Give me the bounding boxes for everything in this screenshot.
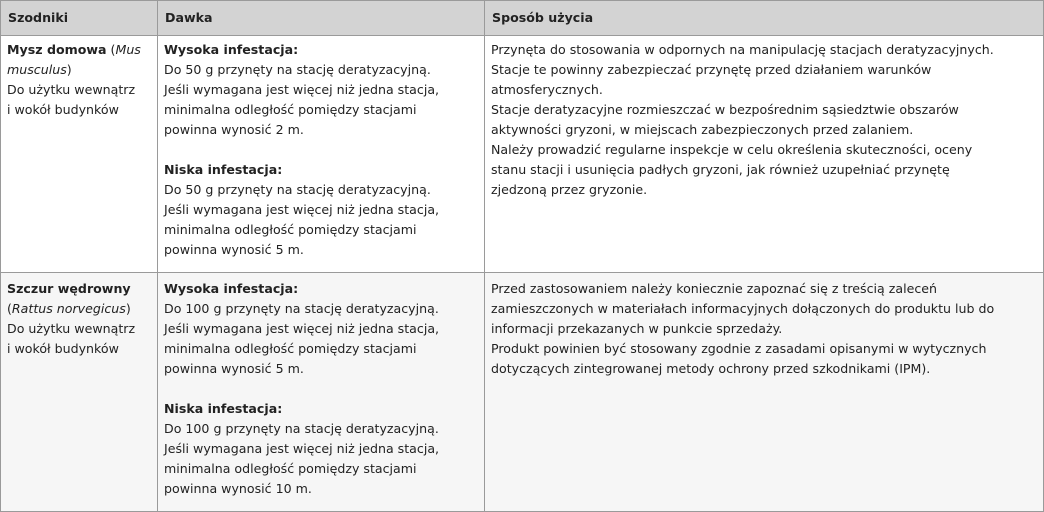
use-note: i wokół budynków (7, 341, 119, 356)
pest-cell: Mysz domowa (Mus musculus) Do użytku wew… (0, 35, 158, 273)
dose-line: minimalna odległość pomiędzy stacjami (164, 222, 417, 237)
dose-line: Jeśli wymagana jest więcej niż jedna sta… (164, 82, 440, 97)
dose-line: Do 50 g przynęty na stację deratyzacyjną… (164, 62, 431, 77)
latin-name: Mus (115, 42, 141, 57)
usage-line: Przynęta do stosowania w odpornych na ma… (491, 42, 994, 57)
dose-line: Do 100 g przynęty na stację deratyzacyjn… (164, 301, 439, 316)
dose-line: Jeśli wymagana jest więcej niż jedna sta… (164, 202, 440, 217)
paren: ) (125, 301, 131, 316)
table-row: Szczur wędrowny (Rattus norvegicus) Do u… (0, 272, 1044, 512)
header-row: Szodniki Dawka Sposób użycia (0, 0, 1044, 36)
usage-line: zjedzoną przez gryzonie. (491, 182, 648, 197)
usage-line: stanu stacji i usunięcia padłych gryzoni… (491, 162, 950, 177)
dose-line: powinna wynosić 5 m. (164, 242, 304, 257)
usage-line: atmosferycznych. (491, 82, 603, 97)
header-dose: Dawka (157, 0, 485, 36)
pest-name: Mysz domowa (7, 42, 107, 57)
usage-line: dotyczących zintegrowanej metody ochrony… (491, 361, 931, 376)
table-row: Mysz domowa (Mus musculus) Do użytku wew… (0, 35, 1044, 273)
usage-line: Stacje deratyzacyjne rozmieszczać w bezp… (491, 102, 959, 117)
dose-line: minimalna odległość pomiędzy stacjami (164, 461, 417, 476)
dose-title: Wysoka infestacja: (164, 281, 299, 296)
dose-line: Do 100 g przynęty na stację deratyzacyjn… (164, 421, 439, 436)
spacer (164, 140, 478, 160)
usage-cell: Przynęta do stosowania w odpornych na ma… (484, 35, 1044, 273)
dose-cell: Wysoka infestacja: Do 50 g przynęty na st… (157, 35, 485, 273)
latin-name: musculus (7, 62, 67, 77)
dose-line: Do 50 g przynęty na stację deratyzacyjną… (164, 182, 431, 197)
dose-title: Niska infestacja: (164, 401, 283, 416)
usage-line: informacji przekazanych w punkcie sprzed… (491, 321, 783, 336)
dose-title: Niska infestacja: (164, 162, 283, 177)
spacer (164, 379, 478, 399)
dose-line: Jeśli wymagana jest więcej niż jedna sta… (164, 441, 440, 456)
usage-line: zamieszczonych w materiałach informacyjn… (491, 301, 995, 316)
header-pests: Szodniki (0, 0, 158, 36)
usage-line: Przed zastosowaniem należy koniecznie za… (491, 281, 937, 296)
use-note: Do użytku wewnątrz (7, 321, 136, 336)
dose-line: Jeśli wymagana jest więcej niż jedna sta… (164, 321, 440, 336)
dose-line: minimalna odległość pomiędzy stacjami (164, 341, 417, 356)
dose-line: powinna wynosić 5 m. (164, 361, 304, 376)
usage-cell: Przed zastosowaniem należy koniecznie za… (484, 272, 1044, 512)
dose-line: powinna wynosić 2 m. (164, 122, 304, 137)
pest-cell: Szczur wędrowny (Rattus norvegicus) Do u… (0, 272, 158, 512)
use-note: Do użytku wewnątrz (7, 82, 136, 97)
dose-title: Wysoka infestacja: (164, 42, 299, 57)
paren: ( (106, 42, 116, 57)
header-usage: Sposób użycia (484, 0, 1044, 36)
dose-line: minimalna odległość pomiędzy stacjami (164, 102, 417, 117)
dose-line: powinna wynosić 10 m. (164, 481, 312, 496)
paren: ) (66, 62, 72, 77)
usage-line: aktywności gryzoni, w miejscach zabezpie… (491, 122, 914, 137)
usage-line: Należy prowadzić regularne inspekcje w c… (491, 142, 973, 157)
pest-name: Szczur wędrowny (7, 281, 131, 296)
usage-line: Produkt powinien być stosowany zgodnie z… (491, 341, 987, 356)
dose-cell: Wysoka infestacja: Do 100 g przynęty na s… (157, 272, 485, 512)
paren: ( (7, 301, 12, 316)
use-note: i wokół budynków (7, 102, 119, 117)
latin-name: Rattus norvegicus (11, 301, 126, 316)
usage-line: Stacje te powinny zabezpieczać przynętę … (491, 62, 932, 77)
